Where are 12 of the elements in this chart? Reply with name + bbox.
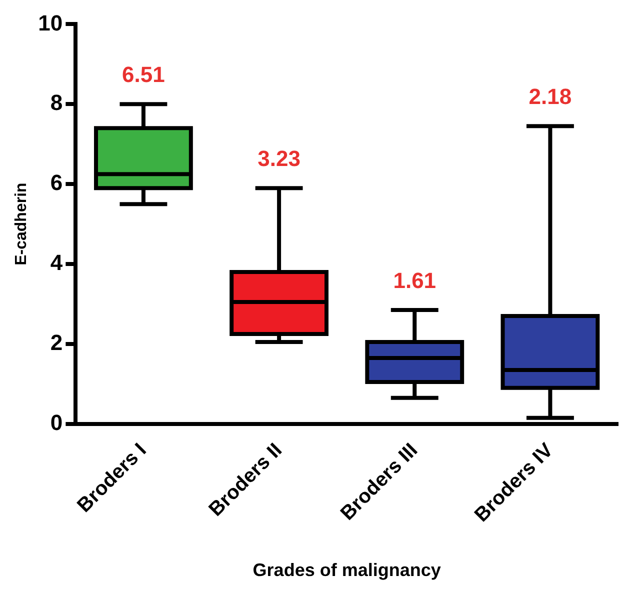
y-tick-label: 4 — [50, 250, 64, 276]
y-tick-label: 6 — [50, 170, 63, 196]
x-axis-title: Grades of malignancy — [252, 560, 441, 580]
y-axis-title: E-cadherin — [13, 182, 30, 266]
y-tick-label: 2 — [50, 330, 63, 356]
annotation: 2.18 — [528, 84, 572, 110]
y-tick-label: 10 — [38, 10, 63, 36]
y-tick-label: 0 — [50, 410, 63, 435]
annotation: 6.51 — [122, 62, 165, 88]
y-tick-label: 8 — [50, 90, 63, 116]
annotation: 1.61 — [393, 268, 436, 294]
annotation: 3.23 — [258, 146, 300, 172]
